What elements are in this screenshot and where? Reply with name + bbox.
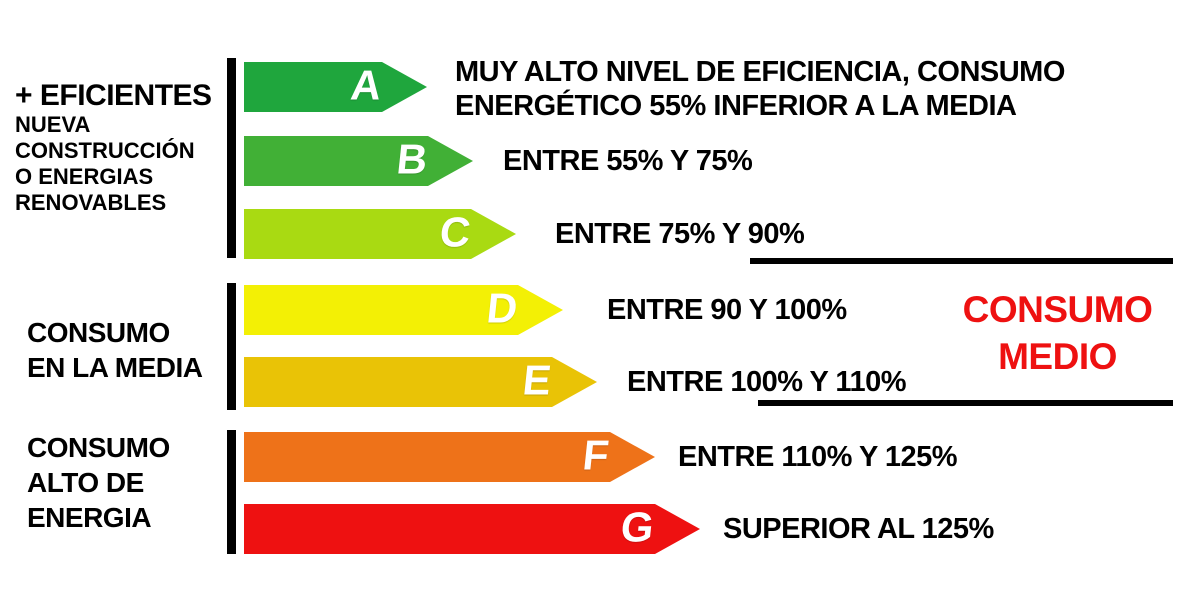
group-line: RENOVABLES — [15, 190, 167, 215]
group-line: CONSUMO — [27, 432, 170, 463]
range-text-line: SUPERIOR AL 125% — [723, 513, 994, 545]
consumo-medio-line: CONSUMO — [962, 289, 1153, 330]
range-text-line: ENTRE 75% Y 90% — [555, 218, 805, 250]
group-divider-bar-2 — [227, 283, 236, 410]
label-group-consumo-media: CONSUMO EN LA MEDIA — [27, 315, 203, 385]
range-text-F: ENTRE 110% Y 125% — [678, 440, 958, 474]
label-group-consumo-alto: CONSUMO ALTO DE ENERGIA — [27, 430, 170, 535]
arrow-B: B — [244, 136, 473, 186]
group-divider-bar-1 — [227, 58, 236, 258]
range-text-B: ENTRE 55% Y 75% — [503, 144, 753, 178]
range-text-G: SUPERIOR AL 125% — [723, 512, 994, 546]
group-line: ALTO DE — [27, 467, 144, 498]
group-line: O ENERGIAS — [15, 164, 154, 189]
range-text-line: ENTRE 55% Y 75% — [503, 145, 753, 177]
arrow-letter-E: E — [520, 356, 554, 404]
arrow-F: F — [244, 432, 655, 482]
group-line: CONSTRUCCIÓN — [15, 138, 195, 163]
range-text-C: ENTRE 75% Y 90% — [555, 217, 805, 251]
group-line: NUEVA — [15, 112, 91, 137]
consumo-medio-line: MEDIO — [998, 336, 1117, 377]
arrow-E: E — [244, 357, 597, 407]
range-text-line: MUY ALTO NIVEL DE EFICIENCIA, CONSUMO — [455, 56, 1065, 88]
arrow-G: G — [244, 504, 700, 554]
group-line: CONSUMO — [27, 317, 170, 348]
range-text-E: ENTRE 100% Y 110% — [627, 365, 907, 399]
range-text-line: ENERGÉTICO 55% INFERIOR A LA MEDIA — [455, 90, 1017, 122]
arrow-D: D — [244, 285, 563, 335]
range-text-line: ENTRE 90 Y 100% — [607, 294, 847, 326]
group-title-eficientes: + EFICIENTES — [15, 79, 212, 112]
range-text-D: ENTRE 90 Y 100% — [607, 293, 847, 327]
range-text-line: ENTRE 100% Y 110% — [627, 366, 907, 398]
consumo-medio-label: CONSUMO MEDIO — [930, 286, 1185, 380]
label-group-mas-eficientes: + EFICIENTES NUEVA CONSTRUCCIÓN O ENERGI… — [15, 80, 212, 216]
arrow-letter-D: D — [484, 284, 520, 332]
arrow-letter-B: B — [394, 135, 430, 183]
arrow-letter-G: G — [618, 503, 657, 551]
arrow-letter-F: F — [580, 431, 612, 479]
arrow-A: A — [244, 62, 427, 112]
group-line: ENERGIA — [27, 502, 152, 533]
arrow-letter-A: A — [348, 61, 384, 109]
range-text-A: MUY ALTO NIVEL DE EFICIENCIA, CONSUMO ENE… — [455, 55, 1065, 123]
consumo-medio-rule-bottom — [758, 400, 1173, 406]
consumo-medio-rule-top — [750, 258, 1173, 264]
arrow-C: C — [244, 209, 516, 259]
group-divider-bar-3 — [227, 430, 236, 554]
group-line: EN LA MEDIA — [27, 352, 203, 383]
range-text-line: ENTRE 110% Y 125% — [678, 441, 958, 473]
arrow-letter-C: C — [437, 208, 473, 256]
